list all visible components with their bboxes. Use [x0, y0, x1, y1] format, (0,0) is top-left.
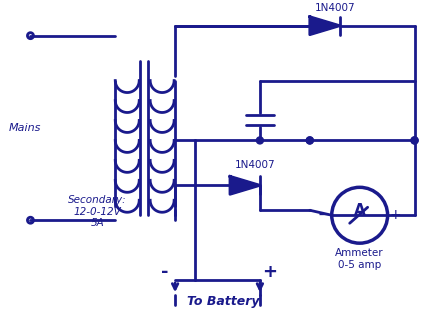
- Text: 1N4007: 1N4007: [315, 3, 355, 13]
- Text: To Battery: To Battery: [187, 295, 259, 308]
- Circle shape: [306, 137, 313, 144]
- Text: +: +: [390, 208, 401, 222]
- Polygon shape: [310, 17, 340, 35]
- Text: Secondary:
12-0-12V
5A: Secondary: 12-0-12V 5A: [68, 195, 127, 229]
- Text: Mains: Mains: [8, 123, 41, 134]
- Text: -: -: [161, 263, 169, 281]
- Text: +: +: [262, 263, 277, 281]
- Circle shape: [411, 137, 418, 144]
- Circle shape: [306, 137, 313, 144]
- Text: Ammeter
0-5 amp: Ammeter 0-5 amp: [335, 248, 384, 270]
- Polygon shape: [230, 176, 260, 194]
- Circle shape: [256, 137, 264, 144]
- Text: A: A: [354, 203, 366, 218]
- Text: 1N4007: 1N4007: [235, 160, 276, 170]
- Circle shape: [411, 137, 418, 144]
- Text: −: −: [318, 208, 330, 222]
